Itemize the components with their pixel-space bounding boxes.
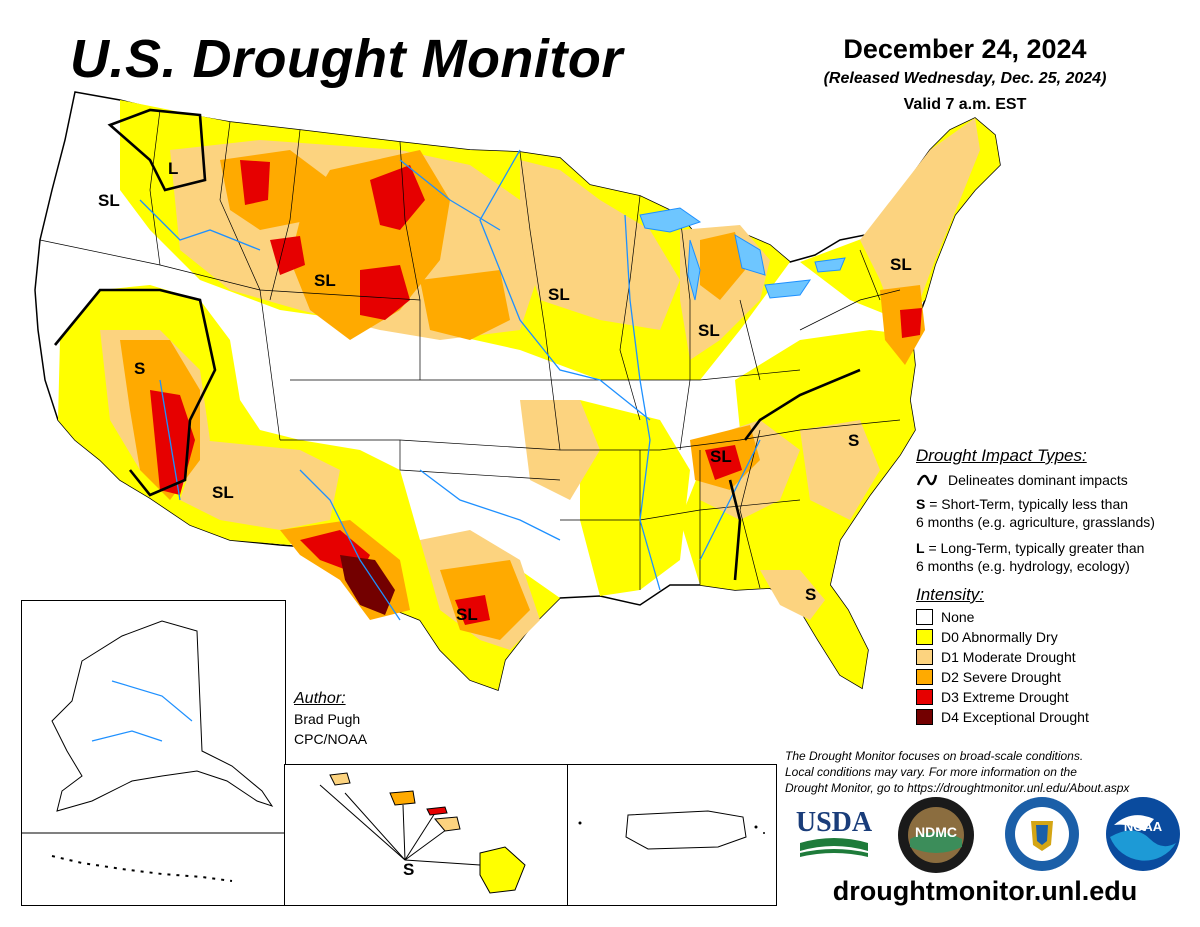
delineation-legend-row: Delineates dominant impacts (916, 472, 1196, 488)
legend-label-none: None (941, 609, 975, 625)
swatch-d3 (916, 689, 933, 705)
legend-none: None (916, 607, 1196, 627)
hawaii-inset: S (284, 764, 569, 906)
label-s-carolina: S (848, 431, 859, 450)
impact-delineation-lines (53, 108, 861, 581)
legend-d2: D2 Severe Drought (916, 667, 1196, 687)
long-term-legend: L = Long-Term, typically greater than 6 … (916, 539, 1196, 575)
ndmc-logo: NDMC (896, 795, 976, 875)
svg-text:NDMC: NDMC (915, 824, 957, 840)
noaa-logo: NOAA (1104, 795, 1182, 873)
label-sl-arizona: SL (212, 483, 234, 502)
swatch-d4 (916, 709, 933, 725)
swatch-none (916, 609, 933, 625)
rivers (139, 149, 761, 621)
intensity-heading: Intensity: (916, 585, 985, 604)
label-l-idaho: L (168, 159, 178, 178)
alaska-shape (51, 620, 274, 812)
d3-areas (150, 160, 922, 625)
label-sl-new-york: SL (890, 255, 912, 274)
label-s-nevada: S (134, 359, 145, 378)
svg-text:NOAA: NOAA (1124, 819, 1163, 834)
long-term-text: = Long-Term, typically greater than (928, 540, 1145, 556)
map-title: U.S. Drought Monitor (70, 29, 623, 89)
short-term-text: = Short-Term, typically less than (929, 496, 1129, 512)
usda-logo: USDA (796, 795, 872, 865)
disclaimer-line-2: Local conditions may vary. For more info… (785, 765, 1077, 779)
short-term-legend: S = Short-Term, typically less than 6 mo… (916, 495, 1196, 531)
legend-d4: D4 Exceptional Drought (916, 707, 1196, 727)
puerto-rico-shape (625, 810, 747, 850)
disclaimer-line-1: The Drought Monitor focuses on broad-sca… (785, 749, 1084, 763)
swatch-d0 (916, 629, 933, 645)
legend-d0: D0 Abnormally Dry (916, 627, 1196, 647)
legend-d1: D1 Moderate Drought (916, 647, 1196, 667)
release-date: (Released Wednesday, Dec. 25, 2024) (823, 70, 1107, 87)
label-sl-illinois: SL (698, 321, 720, 340)
svg-text:USDA: USDA (796, 807, 872, 838)
label-s-hawaii: S (403, 860, 414, 879)
label-sl-pacific-nw: SL (98, 191, 120, 210)
author-block: Author: Brad Pugh CPC/NOAA (294, 689, 367, 749)
author-name: Brad Pugh (294, 711, 361, 727)
disclaimer: The Drought Monitor focuses on broad-sca… (785, 748, 1185, 796)
delineation-text: Delineates dominant impacts (948, 472, 1128, 488)
label-s-georgia: S (805, 585, 816, 604)
swatch-d2 (916, 669, 933, 685)
state-boundaries (39, 109, 901, 590)
legend-label-d0: D0 Abnormally Dry (941, 629, 1058, 645)
legend: Drought Impact Types: Delineates dominan… (916, 446, 1196, 727)
legend-d3: D3 Extreme Drought (916, 687, 1196, 707)
website-link[interactable]: droughtmonitor.unl.edu (832, 876, 1138, 906)
label-sl-texas: SL (456, 605, 478, 624)
swatch-d1 (916, 649, 933, 665)
legend-label-d2: D2 Severe Drought (941, 669, 1061, 685)
impact-types-heading: Drought Impact Types: (916, 446, 1087, 465)
long-term-key: L (916, 540, 925, 556)
legend-label-d3: D3 Extreme Drought (941, 689, 1069, 705)
commerce-logo (1003, 795, 1081, 873)
label-sl-nebraska: SL (548, 285, 570, 304)
d4-areas (340, 555, 395, 615)
great-lakes (639, 207, 846, 301)
short-term-text-2: 6 months (e.g. agriculture, grasslands) (916, 514, 1155, 530)
map-date: December 24, 2024 (843, 34, 1087, 64)
label-sl-wyoming: SL (314, 271, 336, 290)
legend-label-d1: D1 Moderate Drought (941, 649, 1076, 665)
legend-label-d4: D4 Exceptional Drought (941, 709, 1089, 725)
delineation-line-icon (916, 474, 938, 486)
author-org: CPC/NOAA (294, 731, 368, 747)
disclaimer-line-3: Drought Monitor, go to https://droughtmo… (785, 781, 1130, 795)
puerto-rico-inset (567, 764, 777, 906)
author-heading: Author: (294, 690, 346, 707)
label-sl-tennessee: SL (710, 447, 732, 466)
short-term-key: S (916, 496, 926, 512)
valid-time: Valid 7 a.m. EST (903, 96, 1027, 113)
alaska-inset (21, 600, 286, 906)
long-term-text-2: 6 months (e.g. hydrology, ecology) (916, 558, 1130, 574)
